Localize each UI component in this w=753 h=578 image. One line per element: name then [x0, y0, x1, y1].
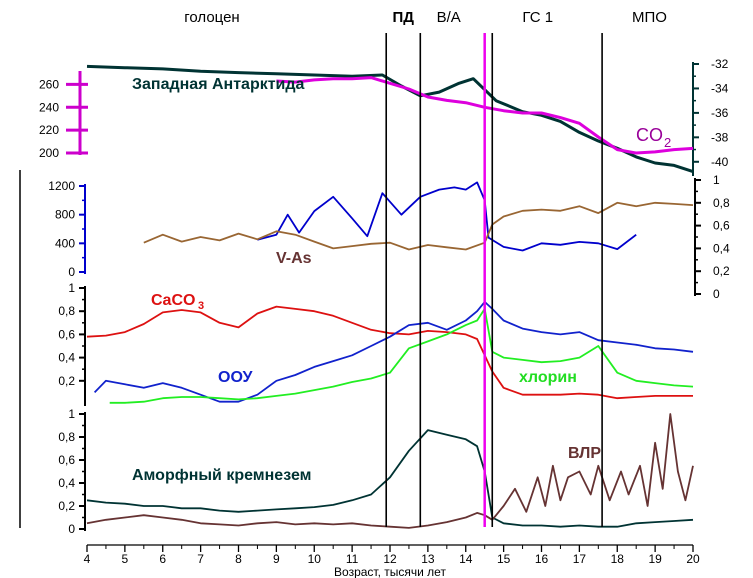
x-tick-label: 11: [346, 552, 359, 566]
x-tick-label: 5: [122, 552, 129, 566]
label-co2: CO: [636, 125, 663, 145]
mid01-tick-label: 0,2: [58, 374, 75, 388]
right01-tick-label: 0,2: [713, 264, 730, 278]
x-tick-label: 19: [648, 552, 662, 566]
label-oou: ООУ: [218, 369, 253, 386]
x-tick-label: 20: [686, 552, 700, 566]
period-label: МПО: [632, 9, 667, 26]
label-antarctica: Западная Антарктида: [132, 76, 305, 93]
x-tick-label: 14: [459, 552, 473, 566]
vas-tick-label: 1200: [48, 179, 75, 193]
vas-tick-label: 800: [55, 208, 75, 222]
period-label: B/A: [437, 9, 461, 26]
x-tick-label: 17: [573, 552, 587, 566]
series-line: [257, 181, 637, 252]
low01-tick-label: 1: [68, 407, 75, 421]
series-line: [143, 201, 694, 251]
series-line: [109, 307, 694, 404]
label-amorph: Аморфный кремнезем: [132, 467, 311, 484]
d18o-tick-label: -34: [711, 81, 729, 95]
period-label: ГС 1: [522, 9, 553, 26]
x-tick-label: 9: [273, 552, 280, 566]
low01-tick-label: 0,6: [58, 453, 75, 467]
label-vas: V-As: [276, 250, 312, 267]
low01-tick-label: 0,4: [58, 476, 75, 490]
label-vlr: ВЛР: [568, 445, 601, 462]
x-tick-label: 13: [421, 552, 435, 566]
x-tick-label: 8: [235, 552, 242, 566]
x-tick-label: 15: [497, 552, 511, 566]
co2-tick-label: 240: [39, 100, 59, 114]
low01-tick-label: 0,2: [58, 499, 75, 513]
vas-tick-label: 400: [55, 236, 75, 250]
series-line: [86, 413, 694, 529]
x-tick-label: 16: [535, 552, 549, 566]
d18o-tick-label: -36: [711, 106, 729, 120]
x-tick-label: 12: [383, 552, 397, 566]
period-labels: голоцен ПД B/A ГС 1 МПО: [184, 9, 667, 26]
right01-tick-label: 0,4: [713, 241, 730, 255]
event-lines: [385, 33, 603, 527]
label-co2-sub: 2: [664, 135, 671, 150]
right01-tick-label: 0,6: [713, 219, 730, 233]
right01-tick-label: 1: [713, 173, 720, 187]
vas-tick-label: 0: [68, 265, 75, 279]
x-tick-label: 6: [159, 552, 166, 566]
period-label: голоцен: [184, 9, 239, 26]
series-line: [93, 300, 694, 403]
right01-tick-label: 0: [713, 287, 720, 301]
mid01-tick-label: 0,6: [58, 327, 75, 341]
x-tick-label: 4: [84, 552, 91, 566]
x-tick-label: 10: [308, 552, 322, 566]
series-line: [86, 429, 694, 528]
low01-tick-label: 0,8: [58, 430, 75, 444]
x-tick-label: 7: [197, 552, 204, 566]
x-tick-label: 18: [611, 552, 625, 566]
series-line: [86, 305, 693, 400]
period-label: ПД: [393, 9, 415, 26]
mid01-tick-label: 1: [68, 281, 75, 295]
axes: 4 5 6 7 8 9 10 11 12 13 14 15 16 17 18 19 20260240220200…: [19, 57, 730, 566]
d18o-tick-label: -40: [711, 155, 729, 169]
co2-tick-label: 200: [39, 146, 59, 160]
low01-tick-label: 0: [68, 522, 75, 536]
mid01-tick-label: 0,4: [58, 351, 75, 365]
label-caco3-sub: 3: [198, 300, 204, 312]
d18o-tick-label: -32: [711, 57, 729, 71]
co2-tick-label: 220: [39, 123, 59, 137]
co2-tick-label: 260: [39, 77, 59, 91]
mid01-tick-label: 0,8: [58, 304, 75, 318]
d18o-tick-label: -38: [711, 130, 729, 144]
label-caco3: CaCO: [151, 292, 195, 309]
x-axis-label: Возраст, тысячи лет: [334, 565, 446, 578]
label-chlorin: хлорин: [519, 369, 577, 386]
right01-tick-label: 0,8: [713, 196, 730, 210]
